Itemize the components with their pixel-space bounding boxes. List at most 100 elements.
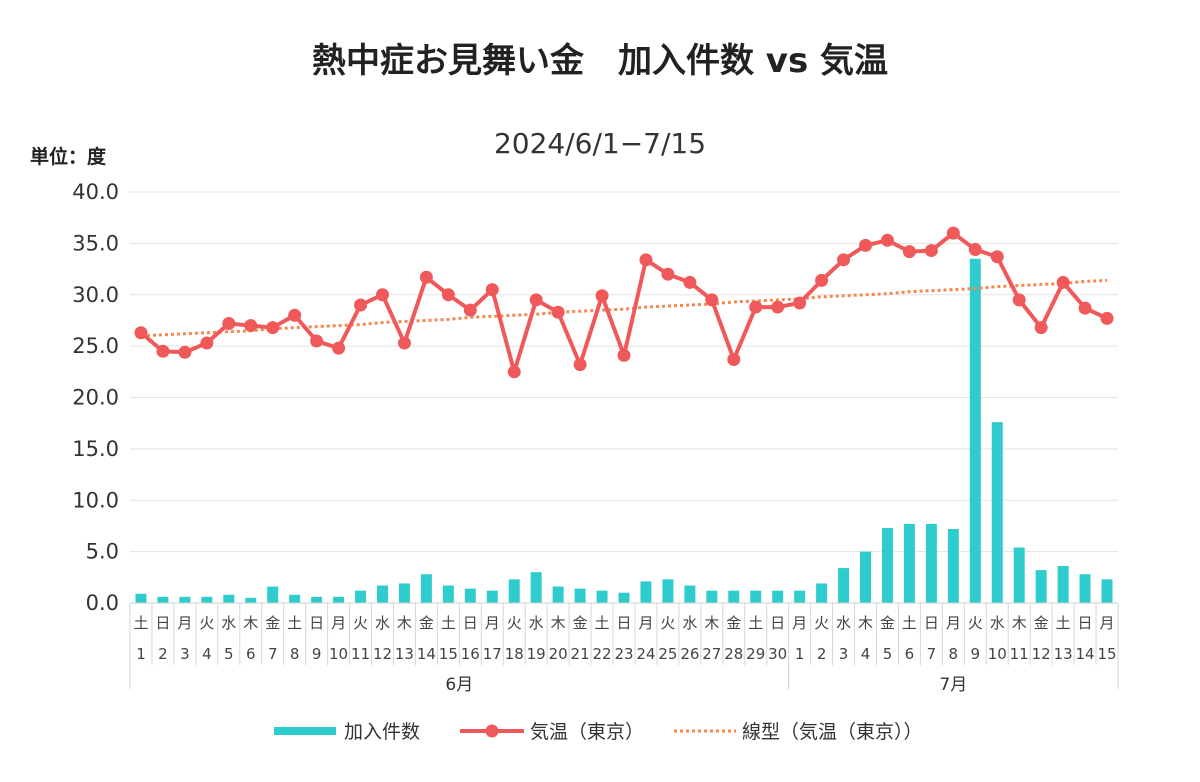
x-tick-day: 9 — [312, 645, 322, 663]
x-tick-weekday: 土 — [133, 614, 148, 632]
x-tick-weekday: 日 — [309, 614, 324, 632]
temperature-point — [639, 253, 653, 267]
x-tick-day: 23 — [614, 645, 633, 663]
temperature-point — [134, 326, 148, 340]
legend-label-trendline: 線型（気温（東京）） — [742, 721, 923, 743]
legend-label-line: 気温（東京） — [530, 721, 644, 743]
x-tick-weekday: 日 — [463, 614, 478, 632]
bar — [1101, 579, 1113, 603]
legend: 加入件数 気温（東京） 線型（気温（東京）） — [274, 721, 923, 743]
temperature-point — [683, 275, 697, 289]
temperature-point — [354, 298, 368, 312]
temperature-point — [595, 289, 609, 303]
x-tick-day: 30 — [768, 645, 787, 663]
x-tick-day: 10 — [329, 645, 348, 663]
x-tick-weekday: 火 — [507, 614, 522, 632]
x-tick-day: 4 — [202, 645, 212, 663]
x-tick-day: 14 — [417, 645, 436, 663]
temperature-point — [266, 321, 280, 335]
x-tick-day: 7 — [927, 645, 937, 663]
temperature-point — [529, 293, 543, 307]
temperature-point — [441, 288, 455, 302]
temperature-point — [156, 344, 170, 358]
bar — [1057, 566, 1069, 603]
x-tick-weekday: 水 — [682, 614, 697, 632]
y-tick-label: 20.0 — [72, 386, 119, 410]
x-tick-day: 11 — [1010, 645, 1029, 663]
y-tick-label: 30.0 — [72, 283, 119, 307]
bar-series-subscriptions — [135, 258, 1113, 603]
legend-label-bar: 加入件数 — [344, 721, 420, 743]
x-tick-weekday: 木 — [704, 614, 719, 632]
bar — [728, 590, 740, 603]
y-axis-ticks: 0.0 5.0 10.0 15.0 20.0 25.0 30.0 35.0 40.0 — [72, 180, 119, 615]
temperature-point — [507, 365, 521, 379]
x-tick-weekday: 木 — [858, 614, 873, 632]
x-tick-weekday: 火 — [660, 614, 675, 632]
x-tick-weekday: 土 — [595, 614, 610, 632]
x-tick-day: 1 — [136, 645, 146, 663]
bar — [508, 579, 520, 603]
bar — [333, 596, 345, 603]
bar — [1079, 574, 1091, 603]
temperature-point — [946, 226, 960, 240]
x-tick-weekday: 月 — [792, 614, 807, 632]
bar — [486, 590, 498, 603]
bar — [442, 585, 454, 603]
trendline — [140, 278, 1108, 338]
line-series-temperature — [134, 226, 1114, 379]
x-tick-day: 13 — [1054, 645, 1073, 663]
bar — [420, 574, 432, 603]
x-tick-weekday: 土 — [441, 614, 456, 632]
y-tick-label: 15.0 — [72, 437, 119, 461]
temperature-point — [880, 233, 894, 247]
bar — [377, 585, 388, 603]
y-tick-label: 40.0 — [72, 180, 119, 204]
x-tick-day: 2 — [158, 645, 168, 663]
x-tick-weekday: 日 — [616, 614, 631, 632]
x-tick-day: 15 — [1097, 645, 1116, 663]
x-tick-day: 3 — [839, 645, 849, 663]
x-tick-weekday: 日 — [770, 614, 785, 632]
temperature-point — [244, 319, 258, 333]
y-tick-label: 35.0 — [72, 231, 119, 255]
bar — [530, 572, 542, 603]
temperature-point — [485, 283, 499, 297]
x-tick-weekday: 水 — [529, 614, 544, 632]
x-tick-day: 17 — [483, 645, 502, 663]
bar — [772, 590, 784, 603]
x-tick-weekday: 金 — [265, 614, 280, 632]
bar — [881, 527, 893, 603]
x-tick-day: 10 — [988, 645, 1007, 663]
temperature-point — [705, 293, 719, 307]
x-tick-day: 9 — [971, 645, 981, 663]
x-tick-weekday: 月 — [638, 614, 653, 632]
x-tick-day: 22 — [592, 645, 611, 663]
bar — [245, 597, 257, 603]
bar — [201, 596, 213, 603]
temperature-point — [661, 267, 675, 281]
x-axis: 土1日2月3火4水5木6金7土8日9月10火11水12木13金14土15日16月… — [129, 602, 1119, 695]
x-tick-weekday: 土 — [748, 614, 763, 632]
x-tick-day: 14 — [1076, 645, 1095, 663]
bar — [223, 594, 235, 603]
bar — [1035, 570, 1047, 603]
temperature-point — [288, 308, 302, 322]
temperature-point — [815, 273, 829, 287]
bar — [684, 585, 696, 603]
chart-subtitle: 2024/6/1−7/15 — [494, 127, 706, 160]
bar — [135, 593, 147, 603]
temperature-point — [837, 253, 851, 267]
bar — [574, 588, 586, 603]
bar — [706, 590, 718, 603]
x-tick-weekday: 金 — [726, 614, 741, 632]
temperature-point — [375, 288, 389, 302]
temperature-point — [332, 341, 346, 355]
y-tick-label: 10.0 — [72, 488, 119, 512]
temperature-point — [990, 250, 1004, 264]
month-label: 6月 — [445, 675, 473, 695]
x-tick-day: 19 — [527, 645, 546, 663]
x-tick-weekday: 火 — [968, 614, 983, 632]
bar — [838, 568, 850, 603]
x-tick-day: 29 — [746, 645, 765, 663]
